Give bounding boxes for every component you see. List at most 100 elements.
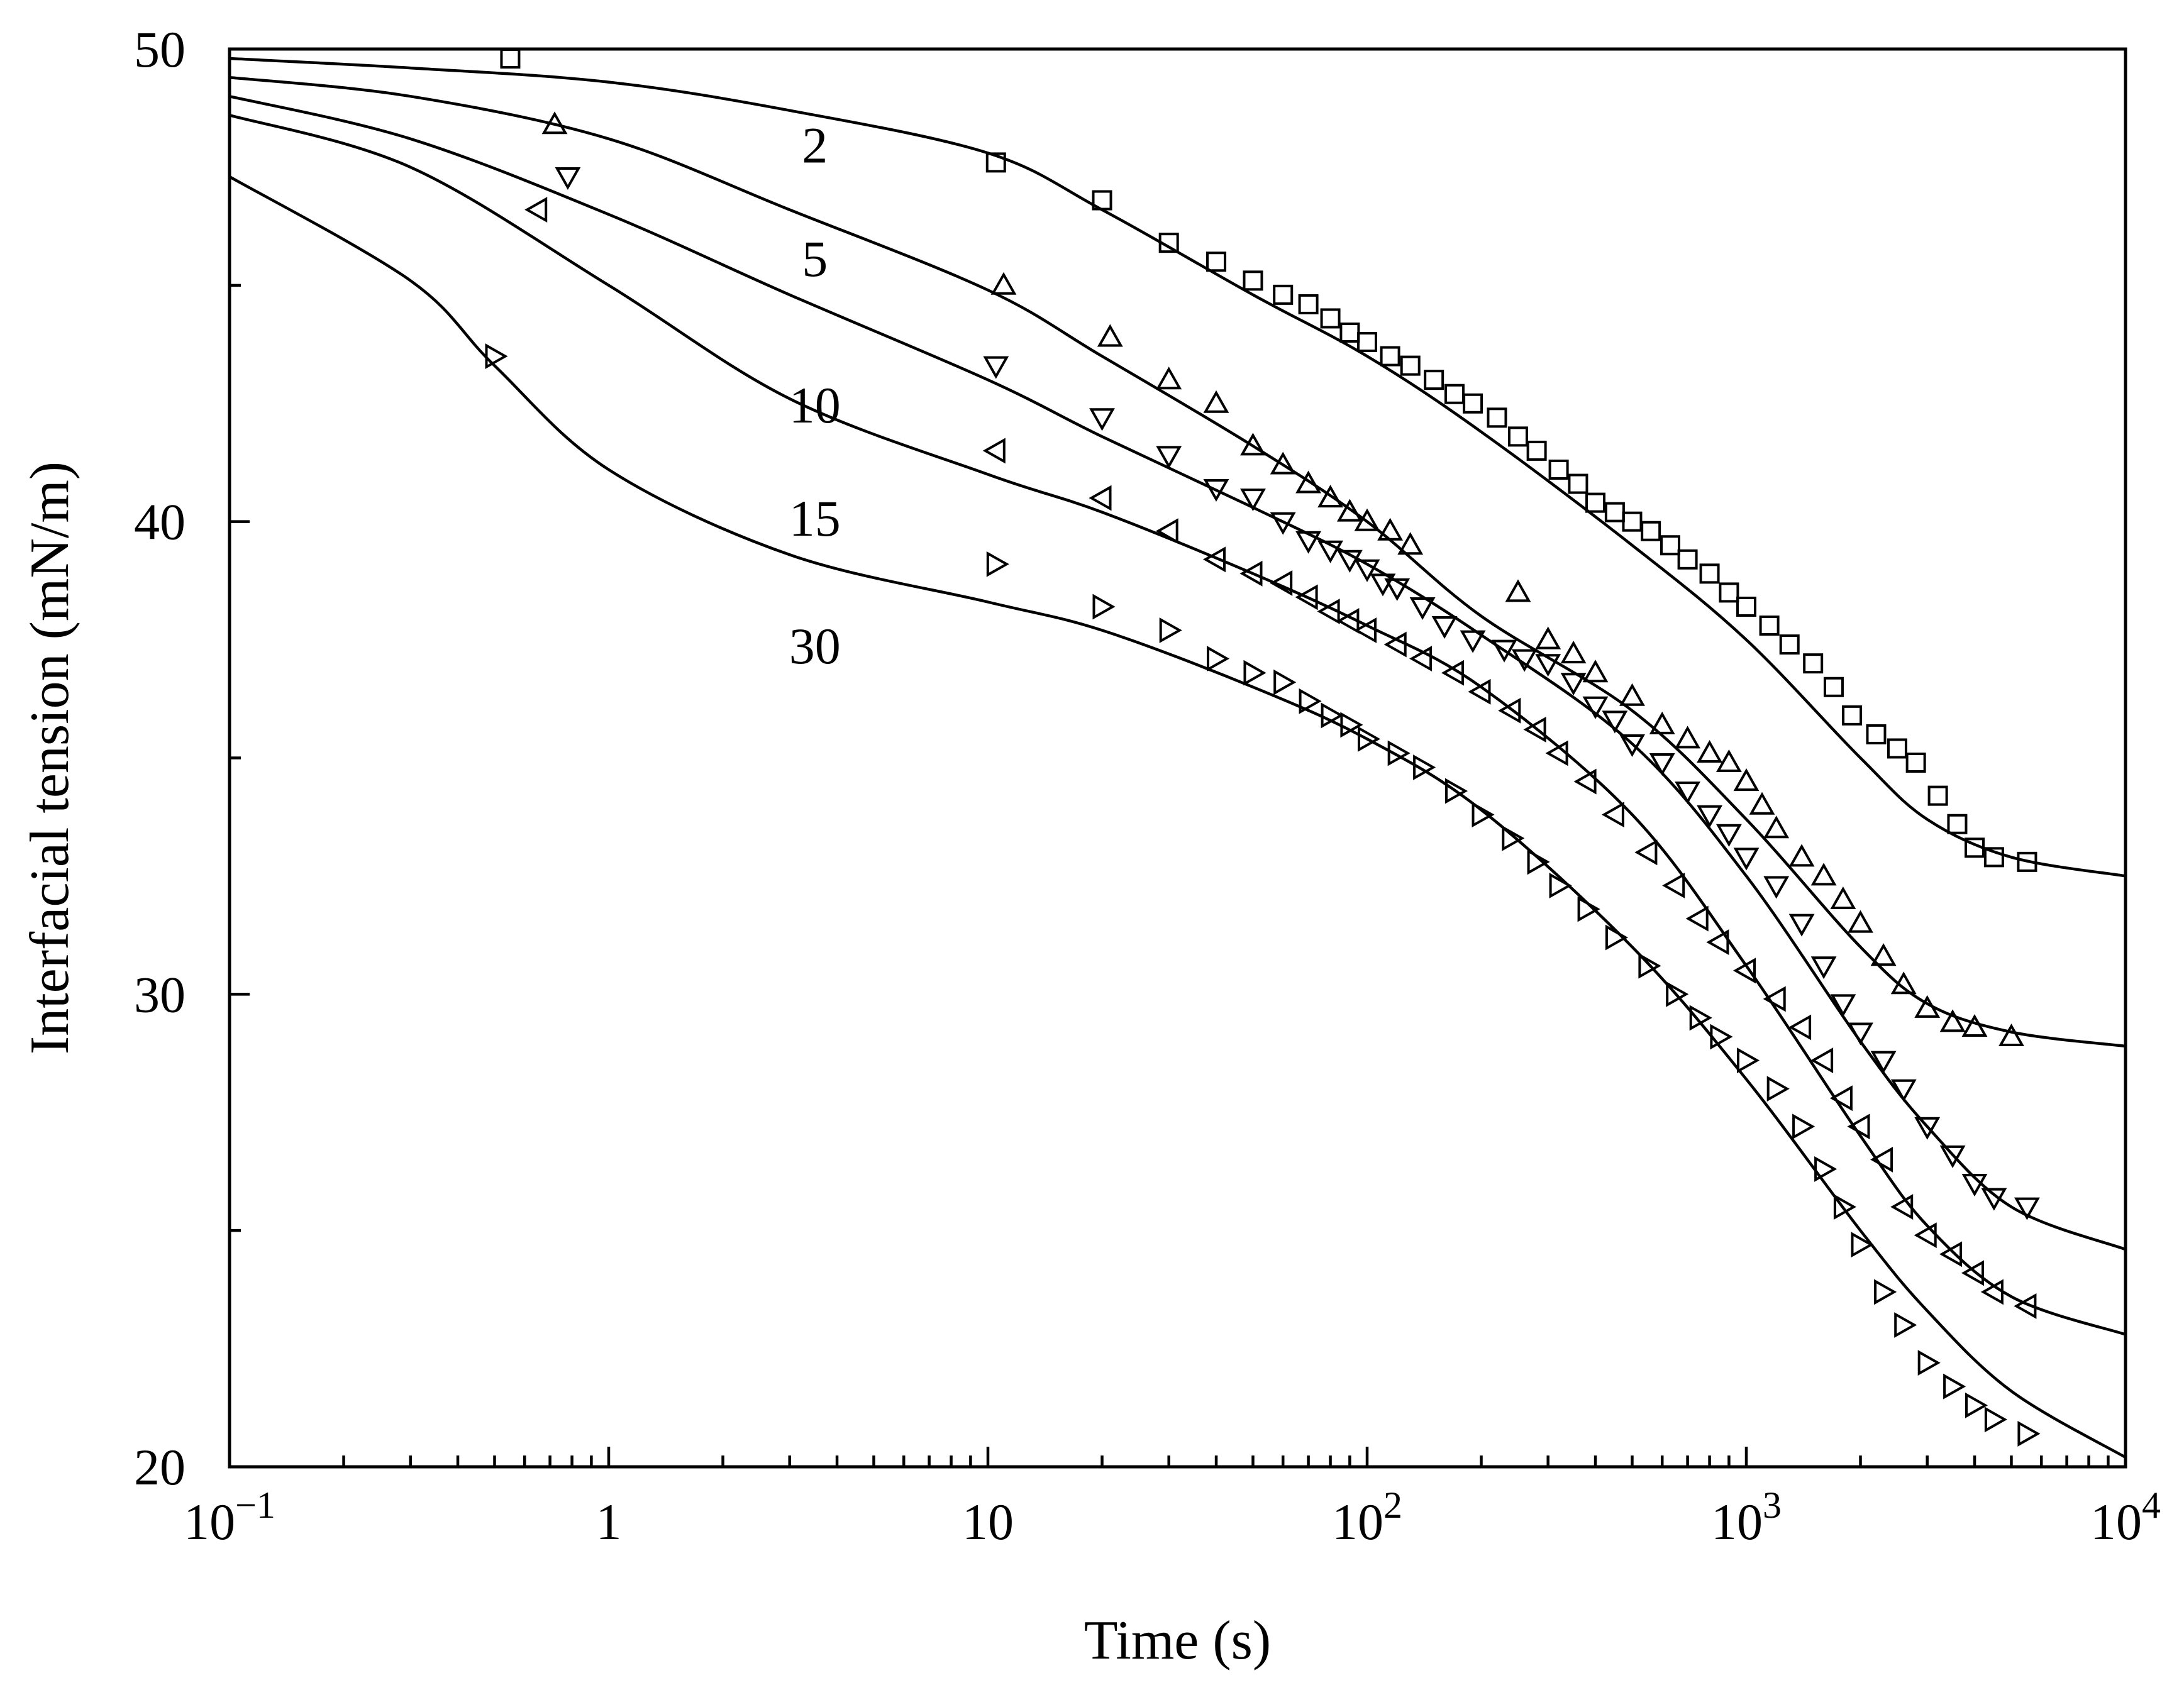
y-tick-label: 20 xyxy=(134,1439,186,1496)
marker-5-20 xyxy=(1697,739,1723,763)
marker-2-31 xyxy=(1779,634,1800,655)
marker-10-4 xyxy=(1203,479,1229,502)
marker-2-2 xyxy=(1092,190,1112,211)
marker-2-40 xyxy=(1965,837,1985,858)
marker-15-19 xyxy=(1601,802,1624,828)
marker-30-1 xyxy=(986,551,1009,577)
marker-5-33 xyxy=(1961,1013,1988,1037)
marker-2-36 xyxy=(1887,738,1907,759)
marker-10-35 xyxy=(1914,1117,1941,1140)
fit-curve-2 xyxy=(229,57,2126,878)
marker-15-8 xyxy=(1317,599,1340,624)
marker-10-30 xyxy=(1810,956,1837,980)
marker-10-22 xyxy=(1619,734,1645,758)
marker-30-15 xyxy=(1502,825,1525,851)
marker-2-12 xyxy=(1400,355,1421,376)
marker-2-38 xyxy=(1927,785,1948,806)
marker-30-16 xyxy=(1527,849,1550,875)
marker-30-22 xyxy=(1689,1005,1712,1031)
marker-10-34 xyxy=(1890,1079,1917,1102)
marker-10-0 xyxy=(555,167,581,191)
y-tick-label: 30 xyxy=(134,966,186,1023)
marker-10-31 xyxy=(1830,994,1856,1017)
marker-2-23 xyxy=(1622,511,1643,532)
marker-10-29 xyxy=(1788,914,1815,937)
marker-30-30 xyxy=(1874,1279,1897,1305)
marker-2-17 xyxy=(1507,426,1528,447)
marker-2-26 xyxy=(1677,549,1698,570)
marker-15-31 xyxy=(1890,1194,1914,1220)
marker-30-8 xyxy=(1321,702,1344,729)
marker-2-14 xyxy=(1444,384,1465,404)
marker-2-10 xyxy=(1357,332,1377,353)
marker-10-39 xyxy=(2014,1197,2040,1220)
x-tick-label: 104 xyxy=(2090,1484,2161,1550)
marker-30-27 xyxy=(1814,1156,1838,1182)
marker-10-21 xyxy=(1602,710,1628,734)
marker-5-8 xyxy=(1317,485,1344,508)
marker-2-6 xyxy=(1273,284,1294,305)
marker-15-36 xyxy=(2014,1293,2037,1319)
marker-10-24 xyxy=(1675,781,1701,805)
marker-15-28 xyxy=(1829,1085,1853,1112)
marker-5-5 xyxy=(1240,433,1266,456)
marker-2-29 xyxy=(1736,596,1756,617)
marker-15-32 xyxy=(1914,1222,1937,1249)
marker-2-37 xyxy=(1905,753,1926,773)
marker-5-4 xyxy=(1203,390,1229,413)
marker-5-1 xyxy=(990,272,1017,295)
marker-5-2 xyxy=(1097,324,1123,347)
y-tick-label: 40 xyxy=(134,494,186,551)
marker-15-5 xyxy=(1239,560,1263,587)
fit-curve-15 xyxy=(229,114,2126,1336)
x-axis-title: Time (s) xyxy=(1084,1610,1271,1671)
marker-5-23 xyxy=(1749,792,1775,815)
marker-5-17 xyxy=(1619,683,1645,706)
marker-15-30 xyxy=(1870,1146,1893,1173)
marker-10-3 xyxy=(1156,446,1182,469)
marker-30-3 xyxy=(1159,617,1182,643)
marker-10-8 xyxy=(1317,540,1344,563)
marker-30-10 xyxy=(1358,726,1381,752)
marker-2-41 xyxy=(1983,847,2004,868)
x-tick-label: 103 xyxy=(1711,1484,1782,1550)
marker-2-11 xyxy=(1380,346,1400,367)
data-markers xyxy=(485,48,2041,1447)
fit-curve-10 xyxy=(229,95,2126,1251)
marker-5-34 xyxy=(1998,1023,2024,1046)
x-tick-label: 10−1 xyxy=(184,1484,275,1550)
marker-15-35 xyxy=(1980,1279,2004,1305)
marker-2-0 xyxy=(500,48,521,69)
marker-10-5 xyxy=(1240,489,1266,512)
marker-15-0 xyxy=(524,197,548,223)
marker-2-4 xyxy=(1206,251,1227,272)
marker-15-29 xyxy=(1847,1113,1870,1140)
marker-5-30 xyxy=(1890,971,1917,995)
marker-2-21 xyxy=(1585,492,1606,513)
marker-10-10 xyxy=(1354,559,1380,582)
marker-5-26 xyxy=(1810,863,1837,886)
marker-10-2 xyxy=(1089,408,1115,431)
marker-2-30 xyxy=(1759,616,1780,636)
marker-10-23 xyxy=(1649,753,1675,776)
marker-30-32 xyxy=(1917,1350,1941,1376)
marker-2-9 xyxy=(1339,323,1360,343)
marker-2-1 xyxy=(985,152,1006,173)
marker-10-16 xyxy=(1491,639,1517,663)
marker-5-12 xyxy=(1397,532,1424,555)
fit-curves xyxy=(228,57,2127,1459)
marker-5-18 xyxy=(1649,711,1675,734)
marker-10-32 xyxy=(1848,1022,1873,1046)
marker-30-18 xyxy=(1577,896,1600,922)
marker-15-33 xyxy=(1939,1241,1963,1268)
marker-15-18 xyxy=(1573,768,1597,795)
marker-15-3 xyxy=(1155,518,1178,544)
marker-15-13 xyxy=(1441,660,1464,686)
marker-5-13 xyxy=(1505,579,1531,602)
marker-2-35 xyxy=(1866,724,1887,744)
series-label-5: 5 xyxy=(802,230,828,287)
marker-15-12 xyxy=(1409,646,1433,672)
marker-2-24 xyxy=(1641,521,1661,541)
marker-2-15 xyxy=(1463,393,1483,414)
